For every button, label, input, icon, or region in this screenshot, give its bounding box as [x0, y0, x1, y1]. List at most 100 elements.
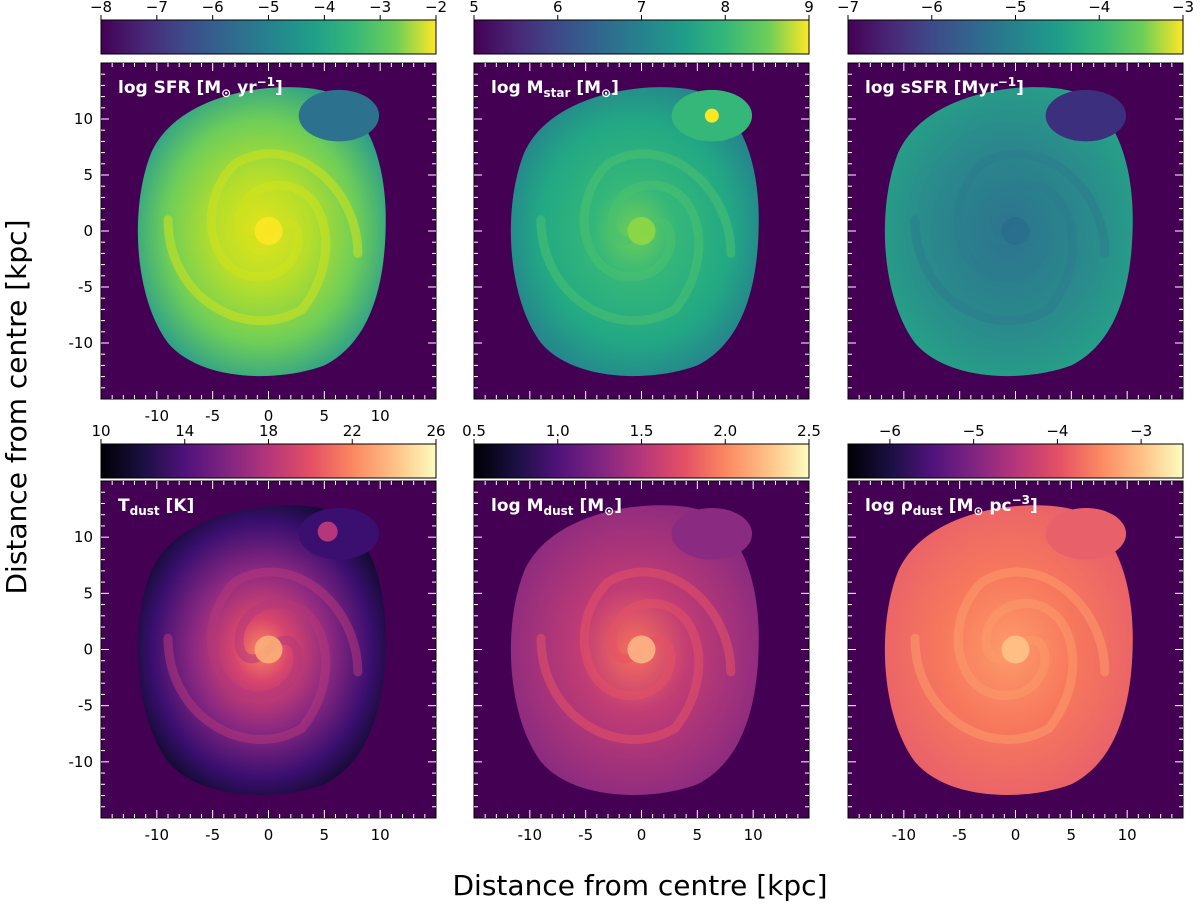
spiral-arm — [206, 567, 363, 700]
colorbar — [847, 443, 1184, 479]
x-tick-label: 5 — [1067, 826, 1077, 844]
panel-label-part: ] — [1030, 496, 1038, 516]
x-tick-label: -5 — [578, 826, 593, 844]
spiral-arm — [206, 149, 363, 282]
colorbar-tick-label: −3 — [1130, 422, 1152, 440]
colorbar-tick-label: −8 — [90, 0, 112, 16]
panel-label-part: [M — [943, 496, 974, 516]
colorbar-tick-label: −5 — [963, 422, 985, 440]
panel-label-part: log M — [491, 78, 544, 98]
panel-label-part: −1 — [998, 75, 1016, 89]
colorbar-tick-label: 7 — [637, 0, 647, 16]
colorbar-tick-label: 1.0 — [546, 422, 570, 440]
panel-label-part: ] — [611, 78, 619, 98]
y-tick-label: 5 — [83, 584, 93, 602]
colorbar-tick-label: −7 — [837, 0, 859, 16]
spiral-arm — [536, 599, 704, 744]
colorbar — [100, 19, 437, 55]
colorbar-tick-label: 1.5 — [630, 422, 654, 440]
companion-galaxy — [1045, 89, 1127, 142]
y-tick-label: -5 — [78, 697, 93, 715]
panel-label-part: [M — [574, 496, 605, 516]
colorbar-tick-label: −5 — [1004, 0, 1026, 16]
colorbar-tick-label: 2.5 — [797, 422, 821, 440]
panel-tdust: 10 14 18 22 26 -10 -5 0 5 10 10 5 0 -5 -10 Tdust [K] — [69, 422, 446, 844]
colorbar-tick-label: −4 — [313, 0, 335, 16]
panel-label-part: yr — [231, 78, 257, 98]
y-tick-label: -5 — [78, 278, 93, 296]
panel-label: log SFR [M⊙ yr−1] — [118, 75, 283, 100]
y-tick-label: 10 — [74, 110, 93, 128]
colorbar — [473, 443, 810, 479]
panel-label-part: pc — [983, 496, 1011, 516]
colorbar-tick-label: 8 — [720, 0, 730, 16]
panel-label: log sSFR [Myr−1] — [865, 75, 1024, 98]
colorbar-tick-label: 22 — [343, 422, 362, 440]
panel-label-part: [K] — [160, 496, 195, 516]
spiral-arm — [910, 180, 1078, 326]
x-tick-label: -10 — [518, 826, 543, 844]
panel-label: Tdust [K] — [118, 496, 194, 518]
panel-label-part: ⊙ — [221, 86, 231, 100]
panel-label: log Mdust [M⊙] — [491, 496, 622, 518]
colorbar-tick-label: −7 — [146, 0, 168, 16]
panel-label-part: −3 — [1012, 493, 1030, 507]
spiral-arm — [910, 599, 1078, 744]
colorbar — [847, 19, 1184, 55]
colorbar-tick-label: −4 — [1088, 0, 1110, 16]
panel-label-part: dust — [913, 504, 943, 518]
colorbar-tick-label: −3 — [1172, 0, 1194, 16]
panel-label-part: ] — [1016, 78, 1024, 98]
panel-label: log ρdust [M⊙ pc−3] — [865, 493, 1038, 518]
x-tick-label: -10 — [145, 407, 170, 425]
x-tick-label: -5 — [205, 826, 220, 844]
panel-label-part: log ρ — [865, 496, 913, 516]
colorbar-tick-label: 6 — [553, 0, 563, 16]
panel-label: log Mstar [M⊙] — [491, 78, 619, 100]
x-tick-label: 10 — [371, 407, 390, 425]
x-tick-label: 10 — [744, 826, 763, 844]
colorbar-tick-label: −5 — [257, 0, 279, 16]
companion-galaxy — [298, 89, 380, 142]
x-tick-label: 0 — [264, 826, 274, 844]
panel-mdust: 0.5 1.0 1.5 2.0 2.5 -10 -5 0 5 10 log Mdust [M⊙] — [462, 422, 821, 844]
panel-label-part: [M — [570, 78, 601, 98]
x-tick-label: 10 — [1118, 826, 1137, 844]
panel-label-part: log SFR [M — [118, 78, 221, 98]
panel-label-part: star — [544, 86, 571, 100]
panel-sfr: −8 −7 −6 −5 −4 −3 −2 -10 -5 0 5 10 10 5 0 -5 -10 log SFR … — [69, 0, 448, 425]
panel-label-part: log M — [491, 496, 544, 516]
map-content — [884, 505, 1133, 795]
colorbar-tick-label: 18 — [259, 422, 278, 440]
galaxy-core — [627, 217, 656, 245]
y-tick-label: 0 — [83, 222, 93, 240]
colorbar — [473, 19, 810, 55]
colorbar-tick-label: 9 — [804, 0, 814, 16]
y-tick-label: -10 — [69, 753, 94, 771]
spiral-arm — [953, 567, 1110, 700]
companion-galaxy — [298, 507, 380, 560]
panel-label-part: dust — [130, 504, 160, 518]
map-content — [137, 505, 386, 795]
x-tick-label: 5 — [693, 826, 703, 844]
panel-label-part: ] — [275, 78, 283, 98]
colorbar-tick-label: 0.5 — [462, 422, 486, 440]
map-content — [137, 87, 386, 377]
panel-label-part: −1 — [257, 75, 275, 89]
map-content — [510, 505, 759, 795]
x-tick-label: 0 — [264, 407, 274, 425]
y-tick-label: 10 — [74, 528, 93, 546]
panel-label-part: T — [118, 496, 130, 516]
x-tick-label: 5 — [320, 407, 330, 425]
colorbar-tick-label: −2 — [425, 0, 447, 16]
colorbar — [100, 443, 437, 479]
galaxy-core — [254, 635, 283, 664]
x-tick-label: 5 — [320, 826, 330, 844]
x-tick-label: 0 — [1011, 826, 1021, 844]
x-tick-label: -10 — [145, 826, 170, 844]
panel-label-part: log sSFR [Myr — [865, 78, 998, 98]
panel-label-part: ⊙ — [601, 86, 611, 100]
x-axis-title: Distance from centre [kpc] — [453, 869, 828, 902]
panel-label-part: dust — [544, 504, 574, 518]
